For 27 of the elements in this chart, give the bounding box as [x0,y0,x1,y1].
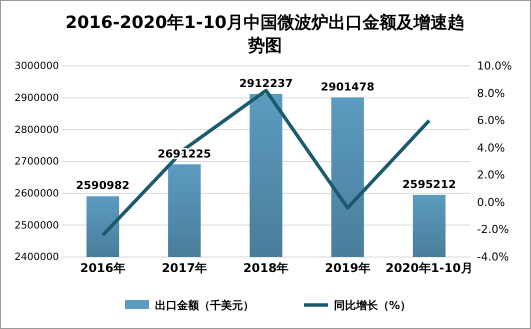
x-tick-label: 2018年 [243,261,289,275]
data-label: 2901478 [320,80,374,94]
x-tick-label: 2016年 [80,261,126,275]
y-tick-label: 2900000 [14,93,59,104]
x-tick-label: 2020年1-10月 [385,261,473,275]
y-tick-label: 3000000 [14,61,59,72]
y2-tick-label: 10.0% [477,60,512,73]
data-label: 2595212 [402,178,456,191]
y2-tick-label: 6.0% [477,114,505,128]
x-tick-label: 2017年 [162,261,208,275]
legend-label: 同比增长（%） [334,299,412,312]
y-tick-label: 2500000 [14,220,59,232]
y2-tick-label: 2.0% [477,168,505,182]
y2-tick-label: 8.0% [477,86,505,100]
y2-tick-label: 4.0% [477,141,505,154]
y-tick-label: 2800000 [14,124,59,136]
legend-label: 出口金额（千美元） [155,299,254,312]
y-tick-label: 2600000 [14,188,59,200]
data-label: 2912237 [239,76,293,90]
chart-title: 2016-2020年1-10月中国微波炉出口金额及增速趋势图 [65,13,465,56]
y2-tick-label: 0.0% [477,196,505,209]
y2-tick-label: -4.0% [477,250,509,264]
x-tick-label: 2019年 [324,261,370,275]
y-tick-label: 2400000 [14,252,59,264]
data-label: 2590982 [76,179,130,192]
y-tick-label: 2700000 [14,156,59,168]
y2-tick-label: -2.0% [477,223,509,236]
